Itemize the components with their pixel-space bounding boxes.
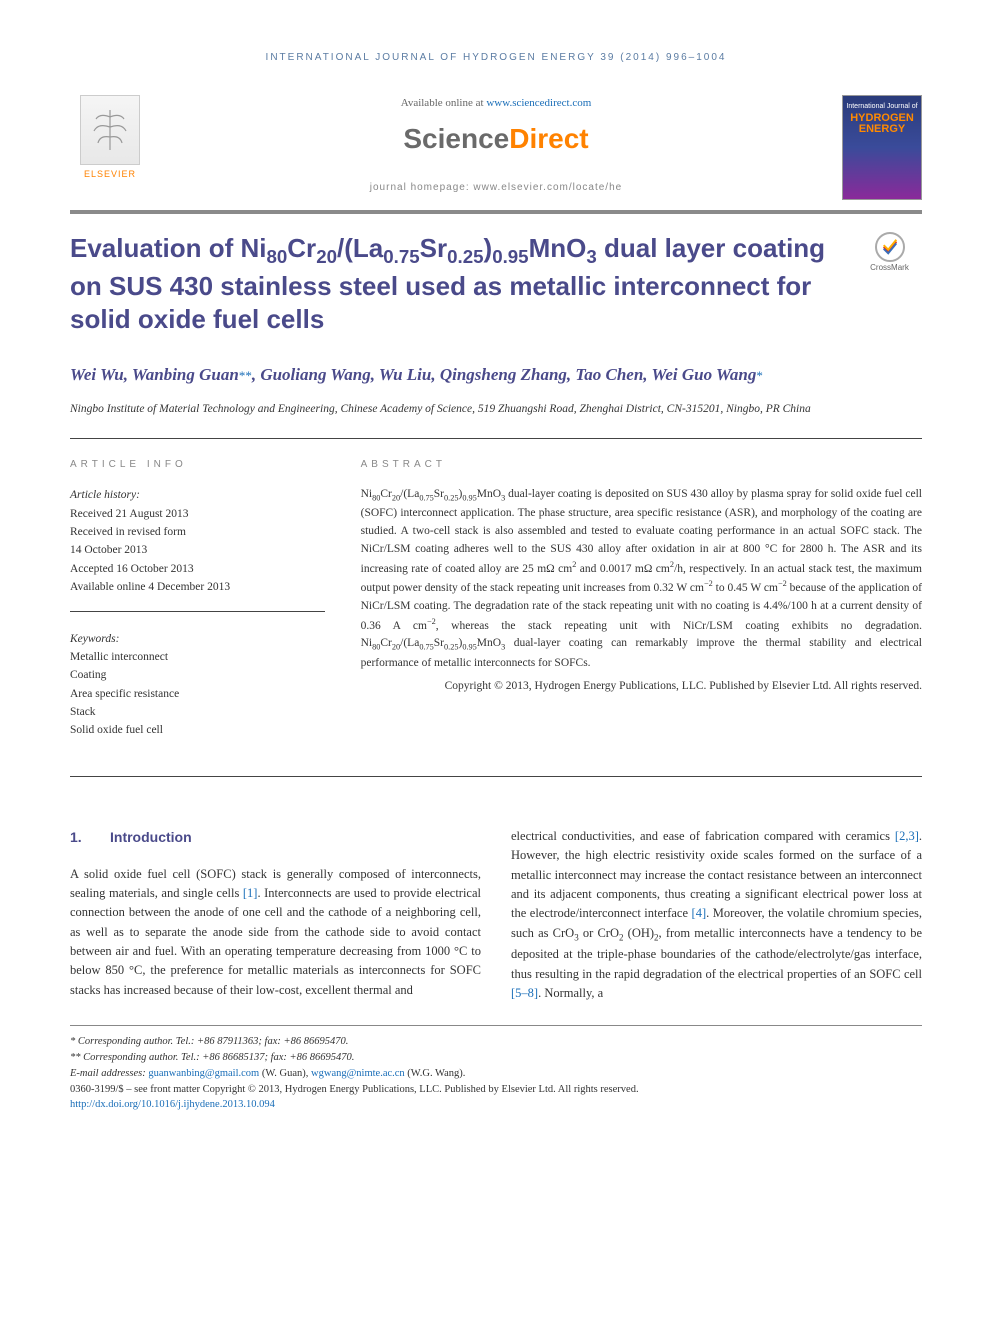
history-label: Article history: [70,486,325,504]
crossmark-badge[interactable]: CrossMark [857,232,922,274]
journal-homepage-line: journal homepage: www.elsevier.com/locat… [170,180,822,195]
sciencedirect-logo[interactable]: ScienceDirect [170,118,822,160]
sciencedirect-link[interactable]: www.sciencedirect.com [486,97,591,109]
footnotes: * Corresponding author. Tel.: +86 879113… [70,1025,922,1113]
article-info-head: ARTICLE INFO [70,457,325,472]
sd-logo-part1: Science [403,123,509,154]
abstract-copyright: Copyright © 2013, Hydrogen Energy Public… [361,678,922,695]
body-col-right: electrical conductivities, and ease of f… [511,827,922,1003]
keywords-label: Keywords: [70,630,325,648]
affiliation: Ningbo Institute of Material Technology … [70,401,922,418]
email-line: E-mail addresses: guanwanbing@gmail.com … [70,1066,922,1082]
history-accepted: Accepted 16 October 2013 [70,560,325,578]
history-online: Available online 4 December 2013 [70,578,325,596]
history-revised-1: Received in revised form [70,523,325,541]
running-head: INTERNATIONAL JOURNAL OF HYDROGEN ENERGY… [70,50,922,65]
section-title: Introduction [110,829,192,845]
publisher-name: ELSEVIER [84,168,136,182]
emails-prefix: E-mail addresses: [70,1068,148,1079]
sd-logo-part2: Direct [509,123,588,154]
available-prefix: Available online at [401,97,487,109]
abstract-column: ABSTRACT Ni80Cr20/(La0.75Sr0.25)0.95MnO3… [343,439,922,776]
section-number: 1. [70,827,110,849]
body-paragraph: A solid oxide fuel cell (SOFC) stack is … [70,865,481,1001]
cover-subtitle: International Journal of [846,102,917,113]
author-list: Wei Wu, Wanbing Guan**, Guoliang Wang, W… [70,363,922,387]
body-col-left: 1.Introduction A solid oxide fuel cell (… [70,827,481,1003]
email-owner-2: (W.G. Wang). [405,1068,466,1079]
abstract-text: Ni80Cr20/(La0.75Sr0.25)0.95MnO3 dual-lay… [361,486,922,672]
crossmark-icon [875,232,905,262]
section-heading: 1.Introduction [70,827,481,849]
publisher-logo[interactable]: ELSEVIER [70,95,150,182]
keyword: Stack [70,703,325,721]
abstract-head: ABSTRACT [361,457,922,472]
keyword: Area specific resistance [70,685,325,703]
doi-link[interactable]: http://dx.doi.org/10.1016/j.ijhydene.201… [70,1099,275,1110]
author-email-link[interactable]: wgwang@nimte.ac.cn [311,1068,405,1079]
crossmark-label: CrossMark [870,262,909,274]
body-columns: 1.Introduction A solid oxide fuel cell (… [70,827,922,1003]
elsevier-tree-icon [80,95,140,165]
author-email-link[interactable]: guanwanbing@gmail.com [148,1068,259,1079]
corresponding-author-2: ** Corresponding author. Tel.: +86 86685… [70,1050,922,1066]
masthead-center: Available online at www.sciencedirect.co… [150,95,842,195]
keyword: Coating [70,666,325,684]
article-title: Evaluation of Ni80Cr20/(La0.75Sr0.25)0.9… [70,232,857,337]
history-received: Received 21 August 2013 [70,505,325,523]
cover-title-2: ENERGY [859,124,905,135]
masthead-row: ELSEVIER Available online at www.science… [70,95,922,200]
email-owner-1: (W. Guan), [259,1068,311,1079]
body-paragraph: electrical conductivities, and ease of f… [511,827,922,1003]
journal-cover-thumbnail[interactable]: International Journal of HYDROGEN ENERGY [842,95,922,200]
keyword: Metallic interconnect [70,648,325,666]
front-matter-copyright: 0360-3199/$ – see front matter Copyright… [70,1082,922,1098]
article-history-block: Article history: Received 21 August 2013… [70,486,325,611]
keywords-block: Keywords: Metallic interconnect Coating … [70,630,325,740]
keyword: Solid oxide fuel cell [70,721,325,739]
cover-title-1: HYDROGEN [850,113,914,124]
article-info-column: ARTICLE INFO Article history: Received 2… [70,439,343,776]
history-revised-2: 14 October 2013 [70,541,325,559]
corresponding-author-1: * Corresponding author. Tel.: +86 879113… [70,1034,922,1050]
available-online-line: Available online at www.sciencedirect.co… [170,95,822,112]
title-rule [70,210,922,214]
